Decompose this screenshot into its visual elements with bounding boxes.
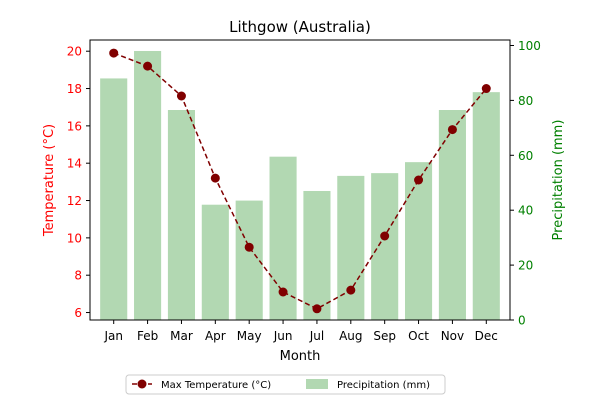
legend-label-temperature: Max Temperature (°C)	[161, 380, 271, 391]
legend-line-marker	[137, 379, 147, 389]
y-right-tick-label: 100	[518, 39, 541, 53]
x-axis-label: Month	[280, 349, 321, 364]
y-right-tick-label: 40	[518, 204, 533, 218]
precipitation-bar-aug	[337, 175, 365, 320]
axes-layer: Jan Feb Mar Apr May Jun Jul Aug Sep Oct Nov Dec 6 8 10…	[67, 39, 541, 343]
x-tick-label: Sep	[373, 329, 396, 343]
y-right-tick-label: 20	[518, 259, 533, 273]
y-left-tick-label: 20	[67, 45, 82, 59]
x-tick-label: Oct	[408, 329, 429, 343]
temperature-point-dec	[481, 84, 491, 94]
x-tick-label: Jan	[103, 329, 123, 343]
precipitation-bar-dec	[472, 92, 500, 320]
temperature-point-aug	[346, 285, 356, 295]
y-left-tick-label: 16	[67, 119, 82, 133]
legend-bar-swatch	[306, 379, 328, 389]
y-right-axis-label: Precipitation (mm)	[551, 120, 566, 241]
y-right-tick-label: 60	[518, 149, 533, 163]
temperature-point-apr	[210, 173, 220, 183]
x-tick-label: Aug	[339, 329, 362, 343]
y-left-tick-label: 12	[67, 194, 82, 208]
temperature-point-nov	[447, 125, 457, 135]
y-left-axis-label: Temperature (°C)	[42, 124, 57, 237]
legend-label-precipitation: Precipitation (mm)	[337, 380, 430, 391]
x-tick-label: Apr	[205, 329, 226, 343]
precipitation-bar-jan	[100, 78, 128, 321]
legend: Max Temperature (°C) Precipitation (mm)	[125, 374, 446, 395]
temperature-line	[113, 52, 487, 310]
x-tick-label: Dec	[475, 329, 498, 343]
y-left-tick-label: 18	[67, 82, 82, 96]
precipitation-bar-sep	[371, 173, 399, 320]
temperature-point-mar	[176, 91, 186, 101]
plot-frame	[89, 39, 511, 321]
temperature-point-may	[244, 242, 254, 252]
y-left-tick-label: 14	[67, 157, 82, 171]
y-left-tick-label: 8	[74, 269, 82, 283]
x-tick-label: Mar	[170, 329, 193, 343]
precipitation-bar-nov	[438, 110, 466, 320]
line-layer	[109, 48, 491, 314]
x-tick-label: May	[237, 329, 262, 343]
temperature-point-oct	[414, 175, 424, 185]
legend-frame	[125, 374, 446, 395]
temperature-point-jun	[278, 287, 288, 297]
x-tick-label: Feb	[137, 329, 158, 343]
precipitation-bar-may	[235, 200, 263, 320]
y-right-tick-label: 0	[518, 314, 526, 328]
precipitation-bar-feb	[134, 50, 162, 320]
temperature-point-jul	[312, 304, 322, 314]
temperature-point-jan	[109, 48, 119, 58]
bars-layer	[100, 50, 500, 321]
precipitation-bar-apr	[201, 204, 229, 320]
y-left-tick-label: 6	[74, 306, 82, 320]
y-left-tick-label: 10	[67, 231, 82, 245]
precipitation-bar-mar	[167, 110, 195, 320]
precipitation-bar-oct	[405, 162, 433, 320]
temperature-point-sep	[380, 231, 390, 241]
x-tick-label: Jun	[273, 329, 293, 343]
precipitation-bar-jul	[303, 190, 331, 320]
x-tick-label: Jul	[309, 329, 324, 343]
chart-title: Lithgow (Australia)	[229, 18, 371, 36]
temperature-point-feb	[143, 61, 153, 71]
y-right-tick-label: 80	[518, 94, 533, 108]
x-tick-label: Nov	[441, 329, 464, 343]
